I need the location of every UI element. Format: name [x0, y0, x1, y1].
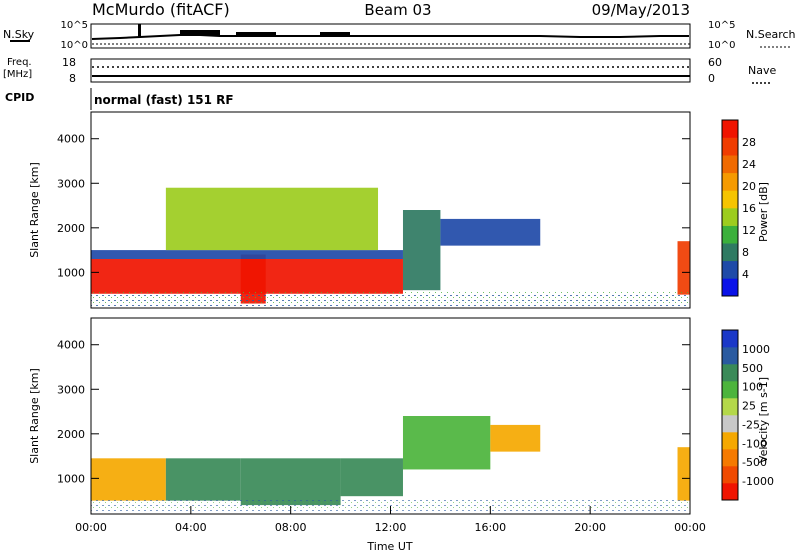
ytick-label: 4000	[57, 339, 85, 352]
colorbar-tick-label: 1000	[742, 343, 770, 356]
colorbar-frame	[721, 119, 739, 297]
nsearch-top-tick: 10^5	[708, 20, 735, 31]
xaxis-label: Time UT	[366, 540, 412, 553]
ytick-label: 1000	[57, 266, 85, 279]
colorbar-swatch	[722, 278, 738, 297]
colorbar-swatch	[722, 172, 738, 191]
colorbar-swatch	[722, 155, 738, 174]
nsky-panel	[90, 23, 691, 49]
xtick-label: 08:00	[275, 521, 307, 534]
ytick-label: 3000	[57, 177, 85, 190]
colorbar-swatch	[722, 466, 738, 484]
velocity-colorbar: -1000 -500 -100 -25 25 100 500 1000	[721, 329, 774, 501]
colorbar-tick-label: 8	[742, 246, 749, 259]
colorbar-swatch	[722, 330, 738, 348]
colorbar-swatch	[722, 432, 738, 450]
colorbar-tick-label: 16	[742, 202, 756, 215]
xtick-label: 00:00	[75, 521, 107, 534]
colorbar-swatch	[722, 137, 738, 156]
cpid-text: normal (fast) 151 RF	[94, 93, 234, 107]
power-ylabel: Slant Range [km]	[28, 162, 41, 258]
velocity-region-0	[91, 458, 166, 501]
colorbar-tick-label: -500	[742, 456, 767, 469]
power-region-5	[165, 187, 379, 251]
colorbar-tick-label: 4	[742, 268, 749, 281]
power-colorbar: 4 8 12 16 20 24 28	[721, 119, 756, 297]
velocity-region-2	[240, 458, 341, 506]
colorbar-tick-label: 28	[742, 136, 756, 149]
nsky-label: N.Sky	[3, 28, 35, 41]
nave-tick-top: 60	[708, 56, 722, 69]
velocity-region-6	[677, 447, 690, 501]
xtick-label: 16:00	[474, 521, 506, 534]
power-heatmap-panel: 1000 2000 3000 4000	[57, 111, 691, 309]
colorbar-tick-label: 25	[742, 400, 756, 413]
nsky-top-tick: 10^5	[61, 20, 88, 31]
velocity-ylabel: Slant Range [km]	[28, 368, 41, 464]
ytick-label: 3000	[57, 383, 85, 396]
power-region-4	[440, 218, 541, 246]
freq-label-1: Freq.	[7, 57, 32, 68]
colorbar-tick-label: 24	[742, 158, 756, 171]
colorbar-tick-label: 100	[742, 381, 763, 394]
xtick-label: 04:00	[175, 521, 207, 534]
nave-label: Nave	[748, 64, 776, 77]
power-region-3	[402, 210, 441, 291]
nsearch-bottom-tick: 10^0	[708, 40, 735, 51]
nsearch-label: N.Search	[746, 28, 796, 41]
ytick-label: 1000	[57, 472, 85, 485]
colorbar-swatch	[722, 381, 738, 399]
freq-tick-top: 18	[62, 56, 76, 69]
colorbar-swatch	[722, 347, 738, 365]
freq-tick-bottom: 8	[69, 72, 76, 85]
colorbar-tick-label: 20	[742, 180, 756, 193]
power-region-6	[677, 241, 690, 295]
colorbar-tick-label: 12	[742, 224, 756, 237]
ytick-label: 2000	[57, 428, 85, 441]
colorbar-swatch	[722, 415, 738, 433]
date-label: 09/May/2013	[592, 1, 690, 19]
colorbar-tick-label: -25	[742, 418, 760, 431]
colorbar-tick-label: -100	[742, 437, 767, 450]
freq-panel	[90, 58, 691, 83]
velocity-heatmap-panel: 1000 2000 3000 4000 00:00 04:00 08:00 12:00 16:…	[57, 317, 706, 534]
nsky-bottom-tick: 10^0	[61, 40, 88, 51]
velocity-colorbar-label: Velocity [m s-1]	[757, 377, 770, 463]
colorbar-swatch	[722, 364, 738, 382]
colorbar-tick-label: -1000	[742, 475, 774, 488]
freq-label-2: [MHz]	[3, 69, 32, 80]
colorbar-swatch	[722, 190, 738, 209]
xtick-label: 20:00	[574, 521, 606, 534]
velocity-region-1	[165, 458, 241, 501]
ytick-label: 2000	[57, 222, 85, 235]
colorbar-swatch	[722, 449, 738, 467]
colorbar-swatch	[722, 398, 738, 416]
cpid-label: CPID	[5, 91, 34, 104]
colorbar-swatch	[722, 483, 738, 501]
velocity-region-5	[490, 424, 541, 452]
colorbar-tick-label: 500	[742, 362, 763, 375]
beam-label: Beam 03	[364, 1, 431, 19]
colorbar-swatch	[722, 120, 738, 138]
colorbar-frame	[721, 329, 739, 501]
velocity-region-3	[340, 458, 403, 497]
colorbar-swatch	[722, 243, 738, 262]
colorbar-swatch	[722, 208, 738, 226]
colorbar-swatch	[722, 225, 738, 244]
xtick-label: 12:00	[375, 521, 407, 534]
nave-tick-bottom: 0	[708, 72, 715, 85]
velocity-region-4	[402, 416, 491, 470]
colorbar-swatch	[722, 260, 738, 279]
power-region-2	[91, 250, 403, 259]
ytick-label: 4000	[57, 133, 85, 146]
radar-title: McMurdo (fitACF)	[92, 0, 230, 19]
power-colorbar-label: Power [dB]	[757, 182, 770, 242]
xtick-label: 00:00	[674, 521, 706, 534]
